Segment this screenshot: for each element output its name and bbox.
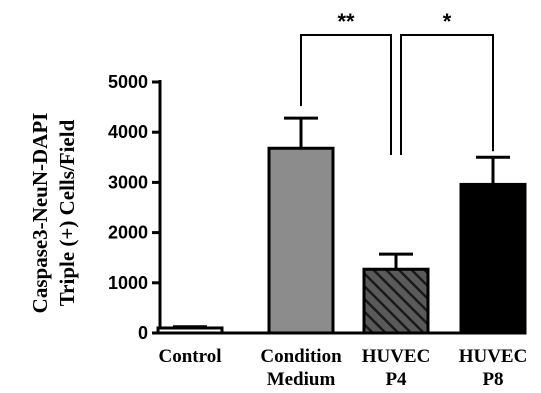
significance-bracket-0 <box>300 34 392 155</box>
x-category-label-1-1: Medium <box>267 369 336 390</box>
plot-area: 0 1000 2000 3000 4000 5000 Control ConditionMed… <box>108 9 527 390</box>
significance-label-1: * <box>443 9 452 34</box>
y-tick-label-1000: 1000 <box>108 273 148 293</box>
y-tick-label-2000: 2000 <box>108 223 148 243</box>
bar-1 <box>267 146 335 335</box>
y-tick-label-5000: 5000 <box>108 72 148 92</box>
bar-0 <box>156 326 224 335</box>
x-category-label-2-0: HUVEC <box>362 346 431 367</box>
bar-2 <box>362 267 430 335</box>
x-category-label-0-0: Control <box>159 346 222 367</box>
x-category-label-2-1: P4 <box>385 369 407 390</box>
bar-3 <box>459 182 527 335</box>
y-tick-label-3000: 3000 <box>108 172 148 192</box>
y-axis-title-line-2: Triple (+) Cells/Field <box>55 119 79 306</box>
significance-bracket-1 <box>400 34 494 155</box>
x-category-label-3-1: P8 <box>482 369 503 390</box>
significance-label-0: ** <box>337 9 355 34</box>
y-tick-label-0: 0 <box>138 323 148 343</box>
x-category-label-1-0: Condition <box>260 346 342 367</box>
x-category-label-3-0: HUVEC <box>459 346 528 367</box>
y-axis-title-line-1: Caspase3-NeuN-DAPI <box>28 113 52 314</box>
y-tick-label-4000: 4000 <box>108 122 148 142</box>
